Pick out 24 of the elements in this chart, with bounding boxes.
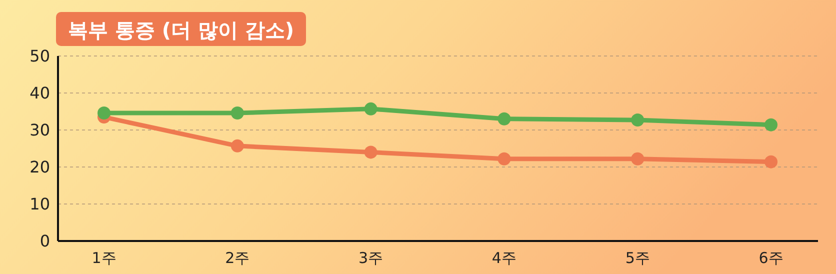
y-tick-label: 50 <box>30 46 50 66</box>
point <box>364 102 378 116</box>
y-tick-label: 40 <box>30 84 50 103</box>
point <box>230 139 244 152</box>
point <box>631 152 644 166</box>
point <box>764 118 778 132</box>
y-tick-label: 30 <box>30 120 50 140</box>
point <box>498 112 511 126</box>
x-tick-label: 1주 <box>92 249 116 267</box>
x-tick-label: 5주 <box>625 249 650 267</box>
chart-title: 복부 통증 (더 많이 감소) <box>68 18 294 42</box>
point <box>498 152 511 166</box>
x-tick-label: 3주 <box>358 249 384 267</box>
point <box>364 146 378 159</box>
point <box>764 155 778 168</box>
y-tick-label: 10 <box>30 194 50 214</box>
point <box>230 106 244 120</box>
y-tick-label: 0 <box>40 232 50 251</box>
x-tick-label: 2주 <box>225 249 250 267</box>
x-tick-label: 6주 <box>758 249 784 267</box>
point <box>631 114 644 127</box>
x-tick-label: 4주 <box>492 249 516 267</box>
point <box>98 106 110 120</box>
y-tick-label: 20 <box>30 158 50 177</box>
